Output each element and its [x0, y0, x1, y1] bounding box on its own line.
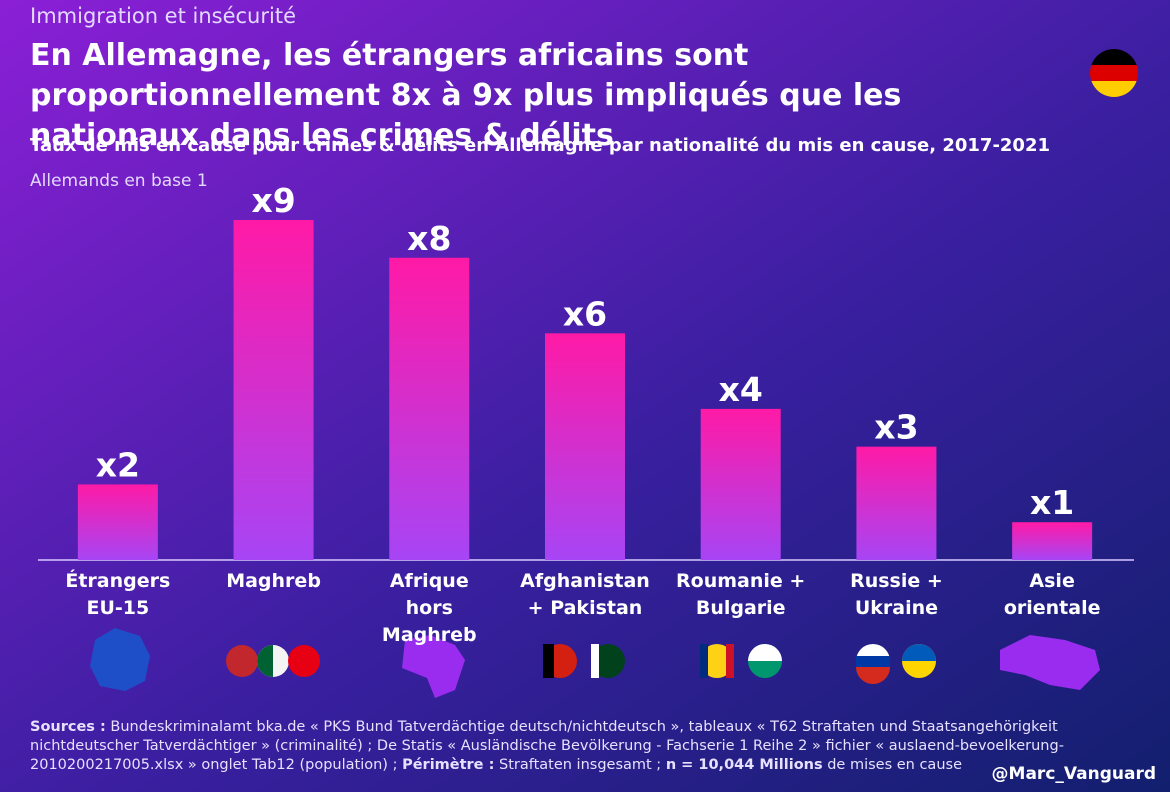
bar — [1012, 522, 1093, 560]
category-label: Asie orientale — [1003, 570, 1101, 619]
category-label: Afghanistan + Pakistan — [520, 570, 650, 619]
n-label: n = 10,044 Millions — [665, 757, 823, 773]
value-label: x4 — [719, 370, 763, 409]
category-label: Afrique hors Maghreb — [381, 570, 477, 646]
category-label: Maghreb — [226, 570, 321, 592]
value-label: x2 — [96, 445, 140, 484]
category-label: Russie + Ukraine — [850, 570, 943, 619]
perimetre-label: Périmètre : — [402, 757, 495, 773]
subtitle: Taux de mis en cause pour crimes & délit… — [30, 135, 1051, 156]
value-label: x8 — [407, 219, 451, 258]
handle: @Marc_Vanguard — [991, 764, 1156, 784]
value-label: x9 — [251, 181, 295, 220]
germany-flag — [1090, 49, 1138, 97]
n-text: de mises en cause — [827, 757, 962, 773]
perimetre-text: Straftaten insgesamt ; — [498, 757, 662, 773]
sources-label: Sources : — [30, 719, 106, 735]
sources-text: Bundeskriminalamt bka.de « PKS Bund Tatv… — [30, 719, 1064, 773]
bar — [233, 220, 314, 560]
icons — [90, 628, 1100, 698]
value-label: x6 — [563, 294, 607, 333]
value-label: x3 — [874, 408, 918, 447]
category-label: Étrangers EU-15 — [65, 570, 171, 619]
bar — [700, 408, 781, 560]
note: Allemands en base 1 — [30, 171, 208, 191]
category-label: Roumanie + Bulgarie — [676, 570, 806, 619]
footer: Sources : Bundeskriminalamt bka.de « PKS… — [30, 718, 1140, 775]
bar — [856, 446, 937, 560]
kicker: Immigration et insécurité — [30, 4, 296, 28]
chart-title: En Allemagne, les étrangers africains so… — [30, 38, 902, 153]
bar — [545, 333, 625, 560]
value-label: x1 — [1030, 483, 1074, 522]
bar — [389, 257, 470, 560]
bar — [77, 484, 158, 560]
